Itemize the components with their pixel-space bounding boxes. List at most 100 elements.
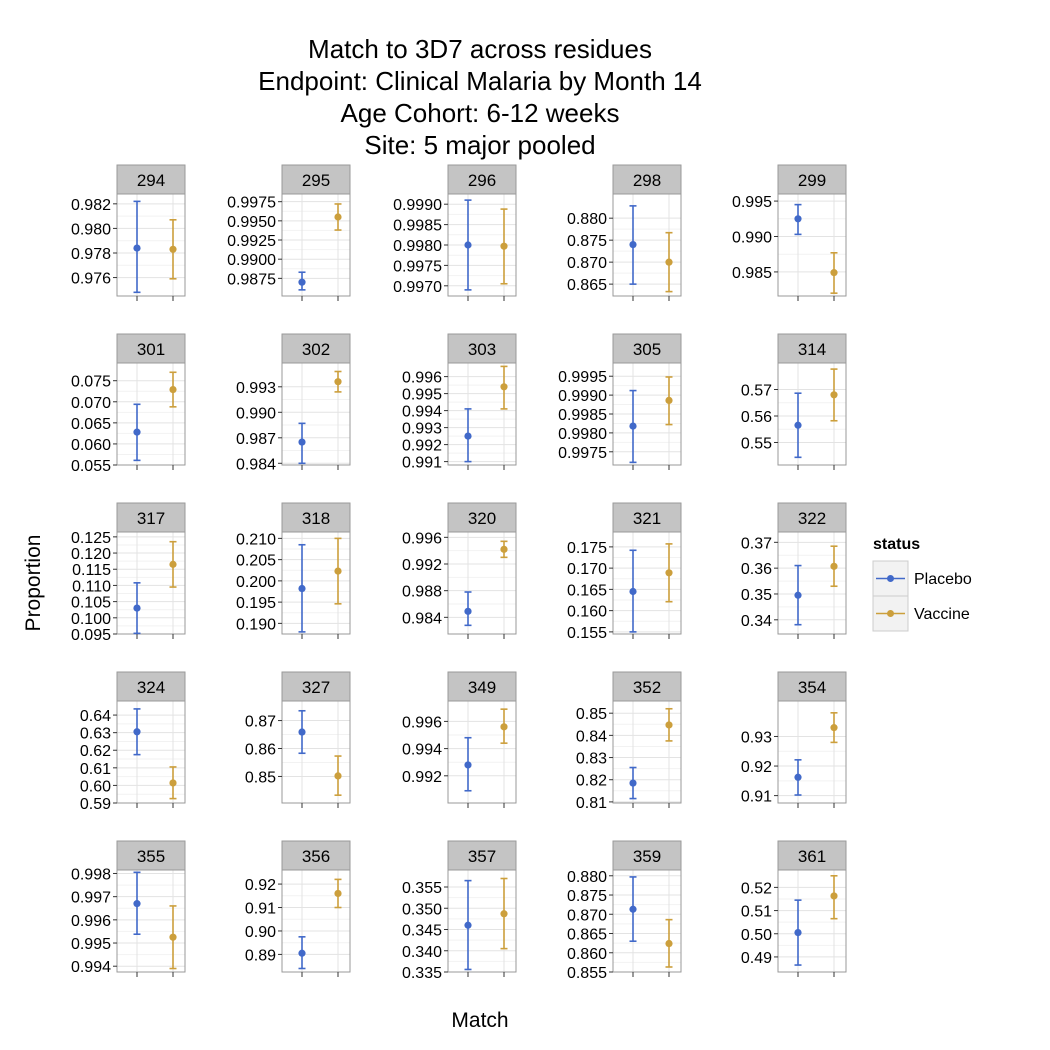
panel-border <box>777 869 847 973</box>
facet-label: 294 <box>137 171 165 190</box>
facet-strip <box>281 333 351 364</box>
vaccine-point <box>665 569 673 577</box>
panel-359: 359 0.855 0.860 0.865 0.870 0.875 0.880 <box>567 840 682 982</box>
panel-border <box>116 531 186 635</box>
panel-298: 298 0.865 0.870 0.875 0.880 <box>567 164 682 301</box>
panels-grid: 294 0.976 0.978 0.980 0.982 295 0.9875 0.9900 0.… <box>71 164 847 982</box>
facet-strip <box>777 502 847 533</box>
placebo-point <box>464 761 472 769</box>
placebo-point <box>794 421 802 429</box>
placebo-point <box>629 240 637 249</box>
y-tick-label: 0.51 <box>741 904 772 921</box>
facet-label: 320 <box>468 509 496 528</box>
y-tick-label: 0.860 <box>567 946 607 963</box>
facet-label: 301 <box>137 340 165 359</box>
panel-border <box>281 362 351 466</box>
panel-352: 352 0.81 0.82 0.83 0.84 0.85 <box>576 671 682 812</box>
y-tick-label: 0.875 <box>567 233 607 250</box>
y-tick-label: 0.993 <box>236 380 276 397</box>
y-tick-label: 0.997 <box>71 890 111 907</box>
facet-strip <box>612 671 682 702</box>
panel-border <box>447 869 517 973</box>
placebo-point <box>298 949 306 957</box>
facet-label: 298 <box>633 171 661 190</box>
y-tick-label: 0.992 <box>402 769 442 786</box>
y-tick-label: 0.340 <box>402 944 442 961</box>
facet-label: 296 <box>468 171 496 190</box>
y-tick-label: 0.35 <box>741 587 772 604</box>
facet-label: 321 <box>633 509 661 528</box>
y-tick-label: 0.998 <box>71 866 111 883</box>
y-tick-label: 0.995 <box>71 936 111 953</box>
y-tick-label: 0.84 <box>576 728 607 745</box>
panel-border <box>281 700 351 804</box>
legend-key-vaccine-point <box>887 610 894 617</box>
y-tick-label: 0.9980 <box>558 426 607 443</box>
vaccine-point <box>665 721 673 729</box>
facet-label: 299 <box>798 171 826 190</box>
y-tick-label: 0.190 <box>236 616 276 633</box>
y-tick-label: 0.200 <box>236 574 276 591</box>
y-tick-label: 0.115 <box>72 562 111 579</box>
y-tick-label: 0.170 <box>567 561 607 578</box>
facet-label: 324 <box>137 678 165 697</box>
y-tick-label: 0.9950 <box>227 214 276 231</box>
vaccine-point <box>500 242 508 250</box>
vaccine-point <box>169 933 177 941</box>
y-tick-label: 0.120 <box>71 546 111 563</box>
panel-border <box>281 869 351 973</box>
y-tick-label: 0.50 <box>741 927 772 944</box>
facet-strip <box>116 164 186 195</box>
y-tick-label: 0.990 <box>732 230 772 247</box>
placebo-point <box>794 928 802 937</box>
y-tick-label: 0.62 <box>80 743 111 760</box>
panel-border <box>116 869 186 973</box>
facet-strip <box>777 840 847 871</box>
y-tick-label: 0.976 <box>71 271 111 288</box>
y-tick-label: 0.85 <box>245 769 276 786</box>
facet-label: 352 <box>633 678 661 697</box>
panel-301: 301 0.055 0.060 0.065 0.070 0.075 <box>71 333 186 475</box>
panel-background <box>117 363 185 465</box>
y-tick-label: 0.37 <box>741 535 772 552</box>
facet-label: 314 <box>798 340 826 359</box>
y-tick-label: 0.9990 <box>558 388 607 405</box>
panel-background <box>778 701 846 803</box>
facet-strip <box>281 164 351 195</box>
facet-strip <box>612 164 682 195</box>
panel-327: 327 0.85 0.86 0.87 <box>245 671 351 808</box>
facet-label: 357 <box>468 847 496 866</box>
vaccine-point <box>830 269 838 277</box>
legend-key-placebo-point <box>887 575 894 582</box>
panel-357: 357 0.335 0.340 0.345 0.350 0.355 <box>402 840 517 982</box>
y-tick-label: 0.125 <box>71 530 111 547</box>
panel-background <box>117 701 185 803</box>
y-tick-label: 0.984 <box>402 610 442 627</box>
panel-background <box>282 701 350 803</box>
y-tick-label: 0.90 <box>245 924 276 941</box>
facet-strip <box>777 164 847 195</box>
panel-321: 321 0.155 0.160 0.165 0.170 0.175 <box>567 502 682 642</box>
y-tick-label: 0.52 <box>741 880 772 897</box>
panel-305: 305 0.9975 0.9980 0.9985 0.9990 0.9995 <box>558 333 682 470</box>
placebo-point <box>629 422 637 430</box>
y-tick-label: 0.993 <box>402 421 442 438</box>
y-tick-label: 0.85 <box>576 706 607 723</box>
y-tick-label: 0.9875 <box>227 271 276 288</box>
y-tick-label: 0.81 <box>576 795 607 812</box>
placebo-point <box>794 773 802 781</box>
placebo-point <box>133 728 141 736</box>
y-tick-label: 0.075 <box>71 374 111 391</box>
panel-border <box>612 700 682 804</box>
placebo-point <box>629 905 637 913</box>
panel-314: 314 0.55 0.56 0.57 <box>741 333 847 470</box>
facet-label: 305 <box>633 340 661 359</box>
facet-strip <box>116 840 186 871</box>
panel-border <box>116 362 186 466</box>
y-tick-label: 0.996 <box>402 370 442 387</box>
y-tick-label: 0.994 <box>402 404 442 421</box>
placebo-point <box>464 607 472 615</box>
facet-label: 356 <box>302 847 330 866</box>
